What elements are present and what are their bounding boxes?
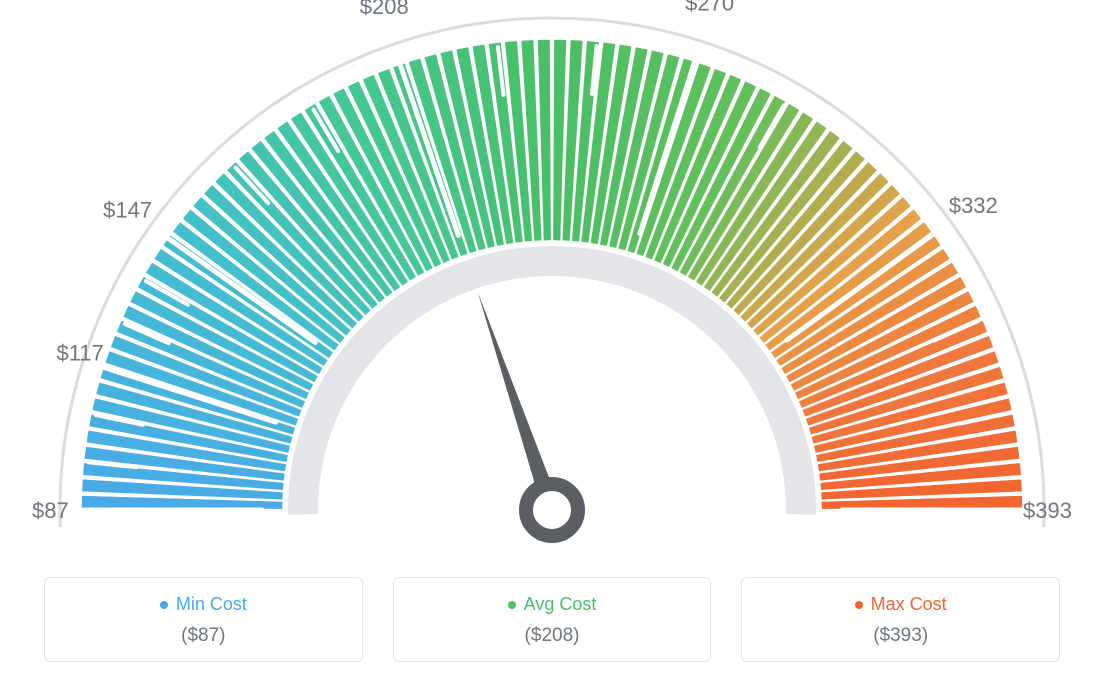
legend-dot-avg [508, 601, 516, 609]
legend-card-min: Min Cost ($87) [44, 577, 363, 662]
svg-text:$87: $87 [32, 498, 69, 523]
legend-label-max: Max Cost [871, 594, 947, 615]
legend-value-avg: ($208) [404, 625, 701, 647]
svg-text:$208: $208 [360, 0, 409, 19]
svg-text:$270: $270 [685, 0, 734, 15]
legend-row: Min Cost ($87) Avg Cost ($208) Max Cost … [44, 577, 1060, 662]
gauge-chart: $87 $117 $147 $208 $270 $332 $393 [0, 0, 1104, 560]
legend-dot-max [855, 601, 863, 609]
svg-text:$147: $147 [103, 198, 152, 223]
legend-label-row-min: Min Cost [55, 594, 352, 615]
svg-text:$332: $332 [949, 193, 998, 218]
legend-label-min: Min Cost [176, 594, 247, 615]
svg-text:$393: $393 [1023, 498, 1072, 523]
gauge-svg: $87 $117 $147 $208 $270 $332 $393 [0, 0, 1104, 560]
legend-value-min: ($87) [55, 625, 352, 647]
legend-card-avg: Avg Cost ($208) [393, 577, 712, 662]
legend-value-max: ($393) [752, 625, 1049, 647]
legend-dot-min [160, 601, 168, 609]
legend-label-row-avg: Avg Cost [404, 594, 701, 615]
legend-card-max: Max Cost ($393) [741, 577, 1060, 662]
legend-label-row-max: Max Cost [752, 594, 1049, 615]
legend-label-avg: Avg Cost [524, 594, 597, 615]
svg-text:$117: $117 [56, 340, 103, 365]
